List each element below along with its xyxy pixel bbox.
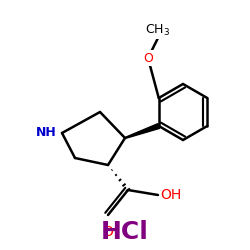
Text: O: O [143, 52, 153, 64]
Text: O: O [102, 225, 114, 239]
Text: HCl: HCl [101, 220, 149, 244]
Text: CH$_3$: CH$_3$ [146, 23, 171, 38]
Polygon shape [125, 124, 160, 138]
Text: NH: NH [36, 126, 57, 140]
Text: OH: OH [160, 188, 181, 202]
